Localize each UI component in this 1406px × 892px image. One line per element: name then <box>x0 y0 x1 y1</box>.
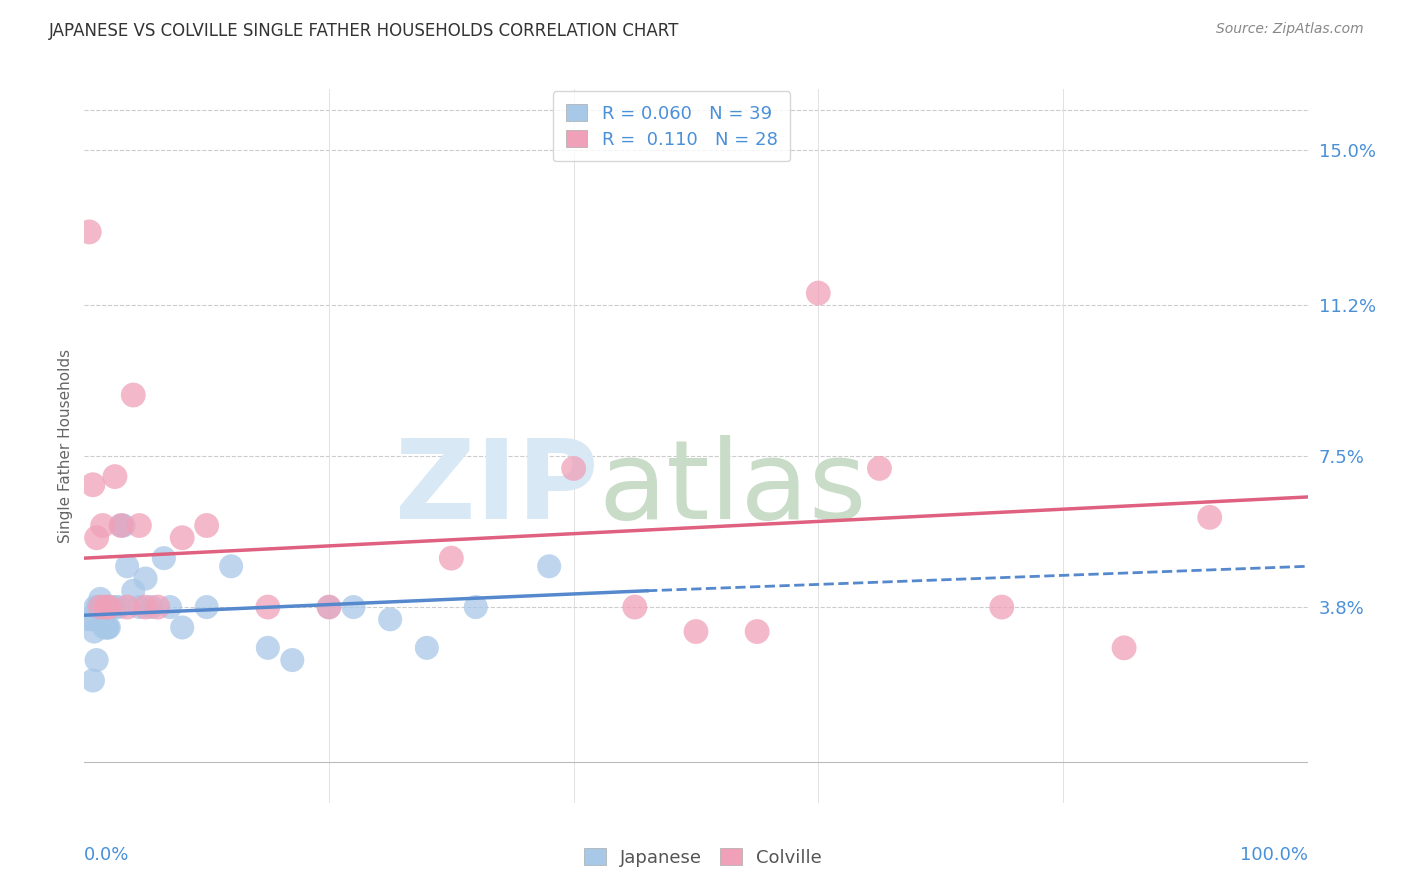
Point <box>991 600 1014 615</box>
Point <box>82 477 104 491</box>
Point <box>77 612 100 626</box>
Point <box>153 551 176 566</box>
Point <box>97 620 120 634</box>
Text: 0.0%: 0.0% <box>84 846 129 863</box>
Point <box>86 653 108 667</box>
Point <box>342 600 364 615</box>
Legend: R = 0.060   N = 39, R =  0.110   N = 28: R = 0.060 N = 39, R = 0.110 N = 28 <box>553 91 790 161</box>
Point <box>122 388 145 402</box>
Point <box>96 600 118 615</box>
Point <box>318 600 340 615</box>
Point <box>172 620 194 634</box>
Point <box>440 551 463 566</box>
Point <box>97 620 120 634</box>
Point <box>195 518 218 533</box>
Point <box>94 600 117 615</box>
Point <box>96 620 118 634</box>
Point <box>1114 640 1136 655</box>
Point <box>82 673 104 688</box>
Point <box>624 600 647 615</box>
Point <box>128 518 150 533</box>
Point <box>807 286 830 301</box>
Point <box>104 600 127 615</box>
Point <box>869 461 891 475</box>
Point <box>141 600 163 615</box>
Point <box>90 600 112 615</box>
Text: atlas: atlas <box>598 435 866 542</box>
Point <box>257 600 280 615</box>
Point <box>115 559 138 574</box>
Point <box>172 531 194 545</box>
Point <box>122 583 145 598</box>
Point <box>87 600 110 615</box>
Point <box>104 469 127 483</box>
Point <box>86 531 108 545</box>
Point <box>257 640 280 655</box>
Point <box>80 612 103 626</box>
Point <box>77 225 100 239</box>
Point <box>416 640 439 655</box>
Point <box>146 600 169 615</box>
Point <box>538 559 561 574</box>
Point <box>685 624 707 639</box>
Point <box>464 600 486 615</box>
Legend: Japanese, Colville: Japanese, Colville <box>576 841 830 874</box>
Point <box>89 591 111 606</box>
Point <box>219 559 242 574</box>
Point <box>112 518 135 533</box>
Text: ZIP: ZIP <box>395 435 598 542</box>
Point <box>91 600 114 615</box>
Point <box>135 572 157 586</box>
Point <box>135 600 157 615</box>
Point <box>195 600 218 615</box>
Point <box>83 624 105 639</box>
Point <box>115 600 138 615</box>
Point <box>97 600 120 615</box>
Point <box>562 461 585 475</box>
Point <box>91 518 114 533</box>
Point <box>84 600 107 615</box>
Point <box>110 518 132 533</box>
Point <box>1198 510 1220 524</box>
Point <box>89 600 111 615</box>
Point <box>107 600 129 615</box>
Point <box>87 600 110 615</box>
Y-axis label: Single Father Households: Single Father Households <box>58 349 73 543</box>
Text: 100.0%: 100.0% <box>1240 846 1308 863</box>
Point <box>281 653 304 667</box>
Point <box>159 600 181 615</box>
Point <box>110 518 132 533</box>
Point <box>380 612 402 626</box>
Point <box>100 600 122 615</box>
Text: JAPANESE VS COLVILLE SINGLE FATHER HOUSEHOLDS CORRELATION CHART: JAPANESE VS COLVILLE SINGLE FATHER HOUSE… <box>49 22 679 40</box>
Point <box>318 600 340 615</box>
Point <box>747 624 769 639</box>
Point <box>128 600 150 615</box>
Point <box>93 620 115 634</box>
Text: Source: ZipAtlas.com: Source: ZipAtlas.com <box>1216 22 1364 37</box>
